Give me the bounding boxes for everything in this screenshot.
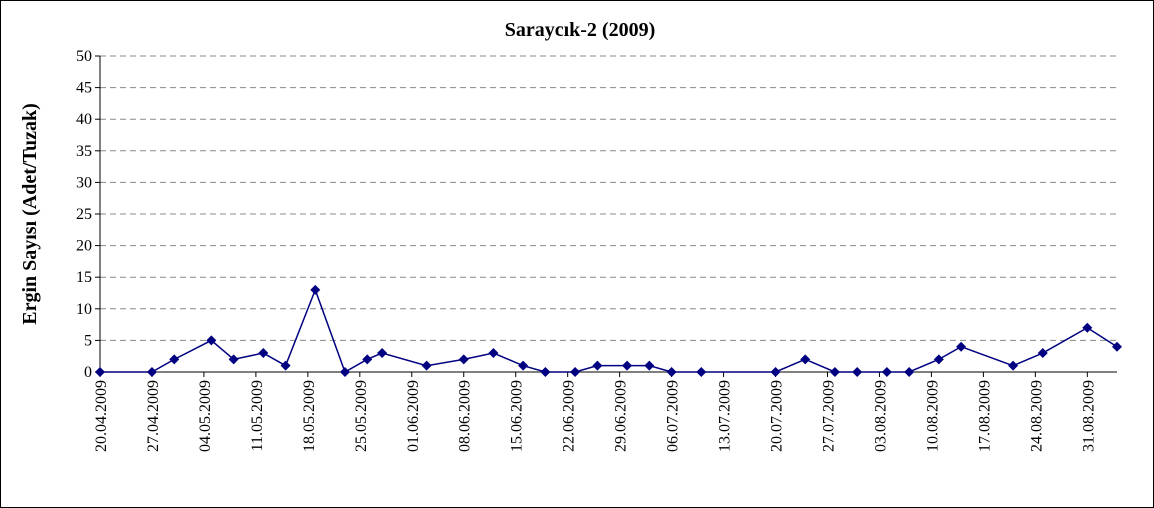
point — [488, 348, 499, 359]
x-tick-label: 03.08.2009 — [872, 380, 889, 452]
y-tick-label: 30 — [76, 174, 92, 191]
x-tick-label: 27.07.2009 — [820, 380, 837, 452]
point — [362, 354, 373, 365]
point — [622, 360, 633, 371]
y-axis-label: Ergin Sayısı (Adet/Tuzak) — [19, 103, 41, 325]
point — [169, 354, 180, 365]
point — [592, 360, 603, 371]
y-tick-label: 15 — [76, 269, 92, 286]
x-tick-label: 25.05.2009 — [353, 380, 370, 452]
point — [518, 360, 529, 371]
series-line — [100, 287, 1118, 374]
point — [377, 348, 388, 359]
point — [800, 354, 811, 365]
y-tick-label: 35 — [76, 143, 92, 160]
y-tick-label: 0 — [84, 364, 92, 381]
point — [280, 360, 291, 371]
point — [829, 367, 840, 377]
point — [310, 284, 321, 295]
point — [904, 367, 915, 377]
x-tick-label: 11.05.2009 — [249, 380, 266, 451]
x-tick-label: 04.05.2009 — [197, 380, 214, 452]
x-tick-label: 17.08.2009 — [976, 380, 993, 452]
point — [540, 367, 551, 377]
x-tick-label: 08.06.2009 — [457, 380, 474, 452]
point — [421, 360, 432, 371]
y-tick-label: 45 — [76, 80, 92, 97]
x-tick-label: 29.06.2009 — [613, 380, 630, 452]
point — [206, 335, 217, 346]
y-tick-label: 40 — [76, 111, 92, 128]
x-tick-label: 27.04.2009 — [145, 380, 162, 452]
point — [666, 367, 677, 377]
point — [458, 354, 469, 365]
y-tick-label: 10 — [76, 301, 92, 318]
x-tick-label: 24.08.2009 — [1028, 380, 1045, 452]
point — [146, 367, 157, 377]
x-tick-label: 15.06.2009 — [509, 380, 526, 452]
point — [570, 367, 581, 377]
point — [644, 360, 655, 371]
y-tick-label: 5 — [84, 332, 92, 349]
chart-title: Saraycık-2 (2009) — [505, 19, 656, 41]
point — [956, 341, 967, 352]
point — [852, 367, 863, 377]
x-tick-label: 31.08.2009 — [1080, 380, 1097, 452]
x-tick-label: 13.07.2009 — [717, 380, 734, 452]
point — [933, 354, 944, 365]
point — [339, 367, 350, 377]
y-tick-label: 20 — [76, 238, 92, 255]
point — [696, 367, 707, 377]
point — [770, 367, 781, 377]
x-tick-label: 20.07.2009 — [769, 380, 786, 452]
y-tick-label: 25 — [76, 206, 92, 223]
x-tick-label: 18.05.2009 — [301, 380, 318, 452]
point — [95, 367, 105, 377]
point — [258, 348, 269, 359]
point — [1112, 341, 1122, 352]
point — [1008, 360, 1019, 371]
point — [1082, 322, 1093, 333]
y-tick-label: 50 — [76, 48, 92, 65]
x-tick-label: 22.06.2009 — [561, 380, 578, 452]
point — [228, 354, 239, 365]
point — [1037, 348, 1048, 359]
x-tick-label: 06.07.2009 — [665, 380, 682, 452]
point — [881, 367, 892, 377]
x-tick-label: 10.08.2009 — [924, 380, 941, 452]
x-tick-label: 20.04.2009 — [93, 380, 110, 452]
x-tick-label: 01.06.2009 — [405, 380, 422, 452]
